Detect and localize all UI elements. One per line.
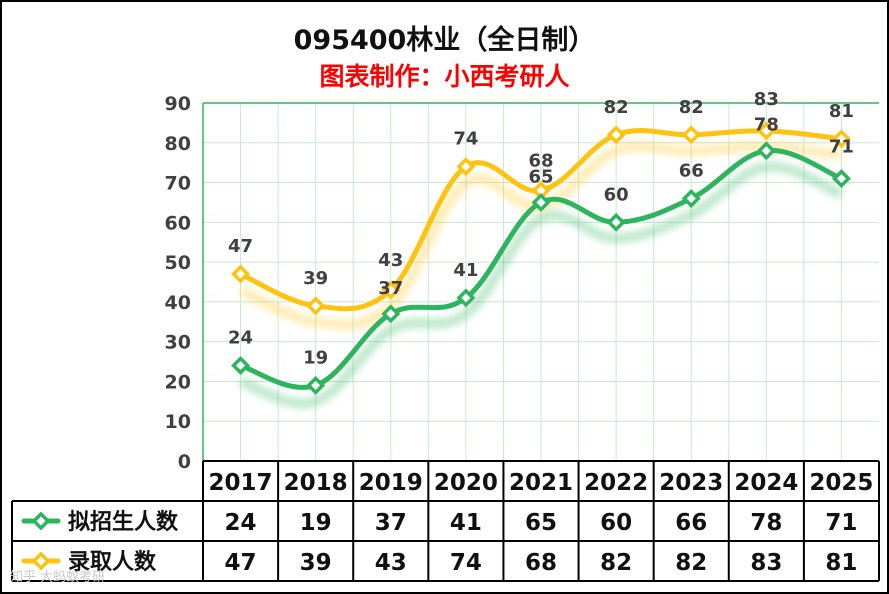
data-label-series-1: 60: [604, 184, 629, 205]
data-point-series-1: [231, 356, 251, 376]
table-value-cell: 83: [750, 550, 782, 576]
y-tick-label: 90: [165, 93, 191, 115]
chart-title: 095400林业（全日制）: [293, 25, 596, 56]
table-value-cell: 68: [525, 550, 557, 576]
y-tick-label: 50: [165, 252, 191, 274]
table-value-cell: 19: [300, 510, 332, 536]
table-value-cell: 43: [375, 550, 407, 576]
series-markers: [231, 121, 851, 395]
y-tick-label: 60: [165, 212, 191, 234]
series-shadow-1: [239, 162, 844, 408]
data-label-series-1: 24: [228, 328, 253, 349]
data-label-series-2: 68: [528, 151, 553, 172]
table-value-cell: 24: [225, 510, 257, 536]
data-point-series-1: [681, 188, 701, 208]
series-shadow-2: [238, 142, 842, 330]
y-tick-label: 70: [165, 173, 191, 195]
legend-series-name: 拟招生人数: [68, 509, 179, 535]
line-shadows: [238, 142, 844, 408]
data-point-series-1: [531, 192, 551, 212]
data-label-series-1: 71: [829, 137, 854, 158]
data-label-series-1: 37: [378, 278, 403, 299]
data-label-series-2: 47: [228, 236, 253, 257]
table-value-cell: 41: [450, 510, 482, 536]
table-value-cell: 74: [450, 550, 482, 576]
data-point-series-1: [831, 169, 851, 189]
table-header-cell: 2017: [209, 470, 273, 496]
data-point-series-2: [306, 296, 326, 316]
series-lines: [238, 128, 844, 390]
table-header-cell: 2022: [584, 470, 648, 496]
data-point-series-2: [756, 121, 776, 141]
data-label-series-1: 19: [303, 347, 328, 368]
data-point-series-1: [306, 375, 326, 395]
y-tick-label: 40: [165, 292, 191, 314]
data-label-series-1: 65: [528, 166, 553, 187]
table-value-cell: 47: [225, 550, 257, 576]
chart-subtitle: 图表制作：小西考研人: [319, 62, 570, 91]
data-point-series-2: [606, 125, 626, 145]
data-label-series-2: 43: [378, 250, 403, 271]
data-table: 2017 2018 2019 2020 2021 2022 2023 2024 2025 拟招生人…: [11, 460, 880, 582]
data-point-series-2: [831, 129, 851, 149]
data-label-series-2: 74: [453, 129, 478, 150]
table-value-cell: 60: [600, 510, 632, 536]
data-label-series-2: 82: [679, 97, 704, 118]
table-header-cell: 2024: [734, 470, 798, 496]
table-value-cell: 82: [600, 550, 632, 576]
data-point-series-1: [381, 304, 401, 324]
data-label-series-2: 82: [604, 97, 629, 118]
table-value-cell: 78: [750, 510, 782, 536]
data-label-series-2: 81: [829, 101, 854, 122]
data-label-series-1: 78: [754, 115, 779, 136]
table-header-cell: 2023: [659, 470, 723, 496]
data-point-series-2: [456, 157, 476, 177]
y-tick-label: 0: [178, 451, 191, 473]
table-header-cell: 2025: [809, 470, 873, 496]
series-line-1: [238, 148, 844, 390]
table-header-cell: 2019: [359, 470, 423, 496]
data-point-series-2: [231, 264, 251, 284]
table-value-cell: 66: [675, 510, 707, 536]
data-label-series-2: 39: [303, 268, 328, 289]
legend-key-marker-2: [31, 551, 51, 571]
table-value-cell: 39: [300, 550, 332, 576]
legend-key-marker-1: [31, 511, 51, 531]
data-point-series-2: [681, 125, 701, 145]
data-label-series-1: 41: [453, 260, 478, 281]
y-tick-label: 80: [165, 133, 191, 155]
data-point-series-1: [456, 288, 476, 308]
data-point-series-1: [756, 141, 776, 161]
legend-series-name: 录取人数: [68, 549, 157, 575]
data-label-series-1: 66: [679, 160, 704, 181]
table-header-cell: 2021: [509, 470, 573, 496]
table-value-cell: 71: [825, 510, 857, 536]
table-value-cell: 82: [675, 550, 707, 576]
y-tick-label: 20: [165, 371, 191, 393]
table-value-cell: 81: [825, 550, 857, 576]
watermark: 知乎 大蚂蚁考研: [10, 570, 106, 585]
table-header-cell: 2020: [434, 470, 498, 496]
series-line-2: [238, 128, 844, 312]
y-tick-label: 30: [165, 332, 191, 354]
y-axis: 0 10 20 30 40 50 60 70 80 90: [165, 93, 191, 473]
table-value-cell: 65: [525, 510, 557, 536]
data-point-series-2: [381, 280, 401, 300]
y-tick-label: 10: [165, 411, 191, 433]
data-labels: 24 19 37 41 65 60 66 78 71 47 39 43 74 68 82 82 83 81: [228, 89, 854, 369]
table-value-cell: 37: [375, 510, 407, 536]
table-header-cell: 2018: [284, 470, 348, 496]
data-label-series-2: 83: [754, 89, 779, 110]
data-point-series-1: [606, 212, 626, 232]
